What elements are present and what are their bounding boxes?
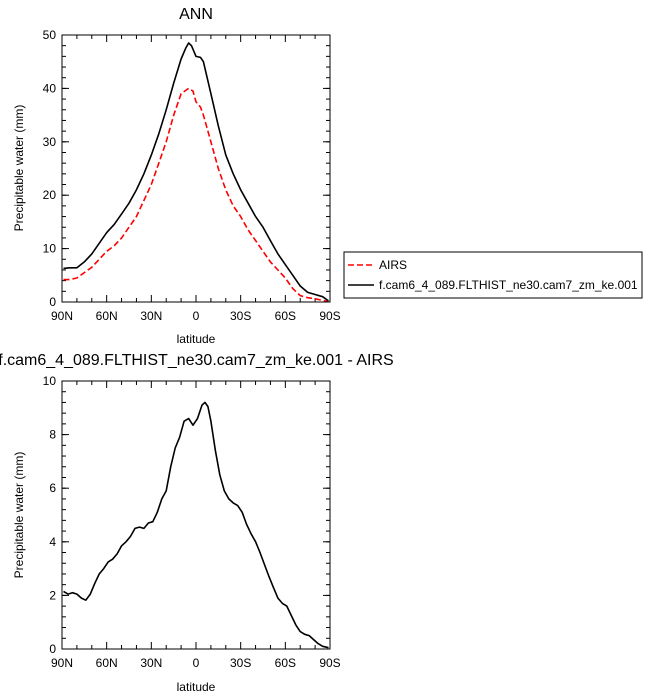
bottom-plot-frame [61, 380, 331, 650]
top-y-tick-label: 0 [49, 295, 56, 309]
bottom-x-axis-label: latitude [177, 680, 216, 694]
top-x-tick-label: 30N [140, 309, 162, 323]
top-axis-ticks [61, 34, 331, 303]
top-y-tick-label: 50 [43, 28, 57, 42]
bottom-x-tick-label: 60S [275, 656, 296, 670]
bottom-y-tick-label: 4 [49, 535, 56, 549]
bottom-x-tick-labels: 90N 60N 30N 0 30S 60S 90S [51, 656, 341, 670]
bottom-series-line-1 [63, 401, 329, 649]
bottom-x-tick-label: 0 [193, 656, 200, 670]
bottom-y-tick-label: 8 [49, 428, 56, 442]
bottom-y-tick-label: 6 [49, 481, 56, 495]
top-y-tick-labels: 0 10 20 30 40 50 [43, 28, 57, 309]
legend-label-model: f.cam6_4_089.FLTHIST_ne30.cam7_zm_ke.001 [379, 278, 638, 292]
top-y-tick-label: 30 [43, 135, 57, 149]
top-x-tick-label: 60N [96, 309, 118, 323]
top-x-tick-label: 90S [319, 309, 340, 323]
legend-box [343, 251, 643, 299]
top-x-axis-label: latitude [177, 332, 216, 346]
top-panel: ANN Precipitable water (mm) latitude 90N… [12, 6, 341, 346]
top-x-tick-labels: 90N 60N 30N 0 30S 60S 90S [51, 309, 341, 323]
legend-label-airs: AIRS [379, 258, 407, 272]
top-chart-title: ANN [179, 6, 213, 23]
legend: AIRS f.cam6_4_089.FLTHIST_ne30.cam7_zm_k… [343, 251, 643, 299]
top-x-tick-label: 90N [51, 309, 73, 323]
top-y-tick-label: 10 [43, 242, 57, 256]
top-x-tick-label: 30S [230, 309, 251, 323]
bottom-x-tick-label: 90N [51, 656, 73, 670]
bottom-panel: f.cam6_4_089.FLTHIST_ne30.cam7_zm_ke.001… [0, 352, 394, 694]
bottom-y-tick-labels: 0 2 4 6 8 10 [43, 374, 57, 656]
bottom-chart-title: f.cam6_4_089.FLTHIST_ne30.cam7_zm_ke.001… [0, 352, 394, 369]
top-y-tick-label: 40 [43, 81, 57, 95]
bottom-y-axis-label: Precipitable water (mm) [12, 452, 26, 579]
top-x-tick-label: 60S [275, 309, 296, 323]
top-plot-frame [61, 34, 331, 303]
bottom-y-tick-label: 2 [49, 588, 56, 602]
top-x-tick-label: 0 [193, 309, 200, 323]
top-series-lines [63, 42, 329, 303]
top-series-line-1 [63, 87, 329, 303]
bottom-x-tick-label: 30S [230, 656, 251, 670]
top-series-line-2 [63, 42, 329, 302]
bottom-y-tick-label: 10 [43, 374, 57, 388]
bottom-x-tick-label: 60N [96, 656, 118, 670]
bottom-series-lines [63, 401, 329, 649]
top-y-axis-label: Precipitable water (mm) [12, 105, 26, 232]
bottom-x-tick-label: 90S [319, 656, 340, 670]
top-y-tick-label: 20 [43, 188, 57, 202]
bottom-y-tick-label: 0 [49, 642, 56, 656]
bottom-x-tick-label: 30N [140, 656, 162, 670]
